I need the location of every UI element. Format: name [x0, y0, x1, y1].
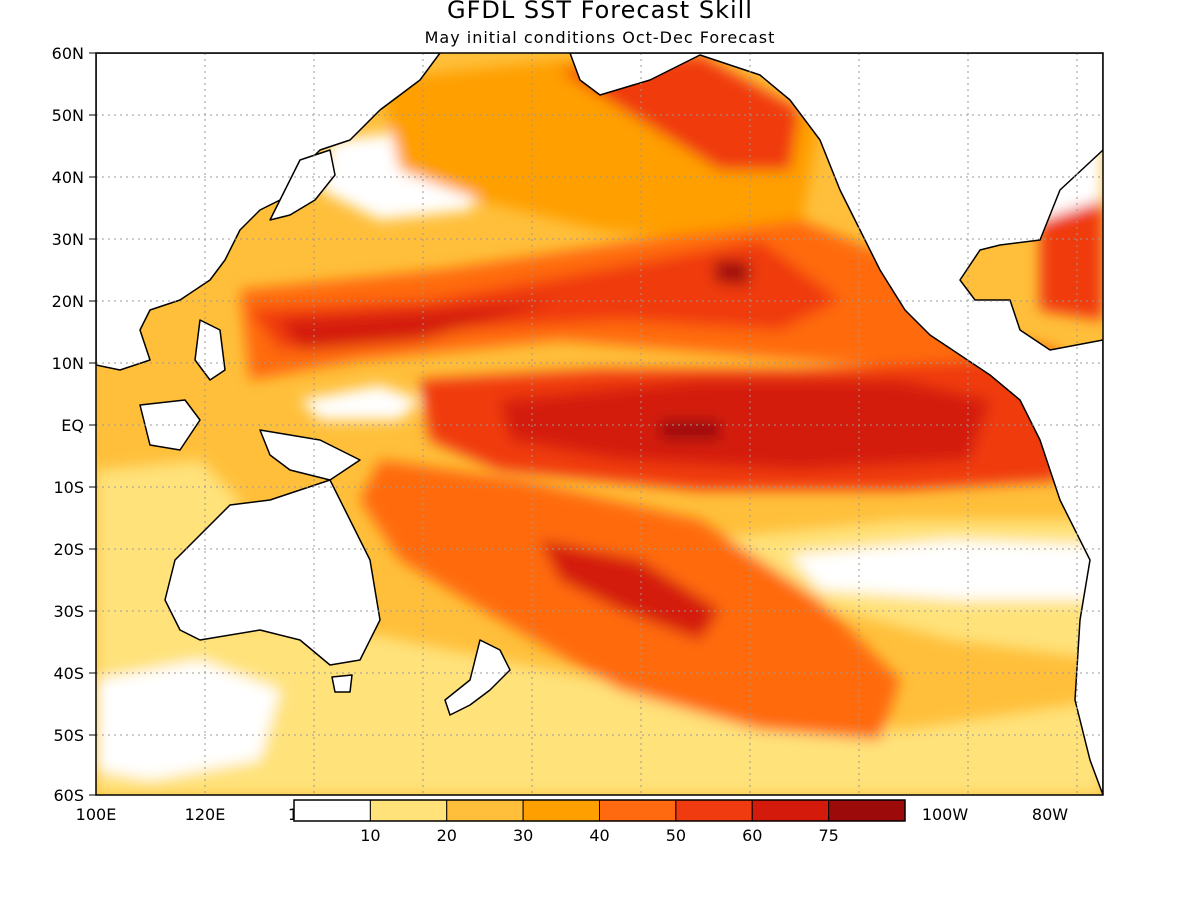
skill-region-max-1	[660, 420, 720, 440]
land-japan	[269, 149, 336, 221]
land-tasmania	[331, 674, 353, 693]
colorbar-label-20: 20	[437, 826, 457, 845]
colorbar-boxes	[293, 799, 906, 822]
chart-title: GFDL SST Forecast Skill	[447, 0, 753, 24]
lat-label-30n: 30N	[52, 230, 84, 249]
land-masses	[96, 53, 1103, 795]
lon-label-120e: 120E	[185, 805, 226, 824]
graticule	[96, 53, 1103, 795]
skill-region-max-2	[715, 260, 750, 285]
colorbar-box-5	[675, 799, 753, 822]
lat-label-50n: 50N	[52, 106, 84, 125]
land-australia	[164, 479, 381, 666]
lon-label-80w: 80W	[1032, 805, 1068, 824]
plot-frame	[95, 52, 1104, 796]
lat-label-10s: 10S	[53, 478, 84, 497]
skill-region-southeast-white	[790, 540, 1100, 600]
colorbar-label-50: 50	[666, 826, 686, 845]
skill-region-south-low	[96, 620, 1103, 795]
land-philippines	[194, 319, 226, 381]
skill-region-southern-core	[540, 540, 720, 640]
colorbar-box-6	[751, 799, 830, 822]
land-new-zealand	[444, 639, 511, 716]
lat-label-30s: 30S	[53, 602, 84, 621]
lat-label-60n: 60N	[52, 44, 84, 63]
colorbar-box-3	[522, 799, 600, 822]
colorbar-label-30: 30	[513, 826, 533, 845]
land-north-america	[569, 53, 1103, 795]
land-asia	[96, 53, 441, 371]
lon-label-100e: 100E	[76, 805, 117, 824]
colorbar-box-7	[828, 799, 906, 822]
colorbar-box-2	[446, 799, 524, 822]
skill-region-subtropical-core	[280, 300, 560, 350]
lat-label-20s: 20S	[53, 540, 84, 559]
skill-region-wpac-white	[300, 385, 420, 420]
lat-label-eq: EQ	[61, 416, 84, 435]
lat-ticks	[89, 52, 96, 796]
colorbar: 10 20 30 40 50 60 75	[293, 799, 906, 845]
lat-label-60s: 60S	[53, 786, 84, 805]
colorbar-label-40: 40	[589, 826, 609, 845]
colorbar-label-10: 10	[360, 826, 380, 845]
colorbar-box-0	[293, 799, 371, 822]
lat-labels: 60N 50N 40N 30N 20N 10N EQ 10S 20S 30S 4…	[52, 44, 84, 805]
lat-label-10n: 10N	[52, 354, 84, 373]
colorbar-label-60: 60	[742, 826, 762, 845]
lat-label-50s: 50S	[53, 726, 84, 745]
lon-label-100w: 100W	[922, 805, 969, 824]
lat-label-40n: 40N	[52, 168, 84, 187]
chart-subtitle: May initial conditions Oct-Dec Forecast	[424, 28, 776, 47]
skill-region-southwest-white	[96, 660, 280, 780]
colorbar-box-4	[599, 799, 677, 822]
colorbar-label-75: 75	[818, 826, 838, 845]
lon-label-partial: 1	[288, 805, 298, 824]
colorbar-box-1	[369, 799, 448, 822]
lat-label-20n: 20N	[52, 292, 84, 311]
colorbar-labels: 10 20 30 40 50 60 75	[360, 826, 839, 845]
lon-labels: 100E 120E 1 100W 80W	[76, 805, 1069, 824]
colorbar-frame	[293, 799, 906, 822]
lat-label-40s: 40S	[53, 664, 84, 683]
